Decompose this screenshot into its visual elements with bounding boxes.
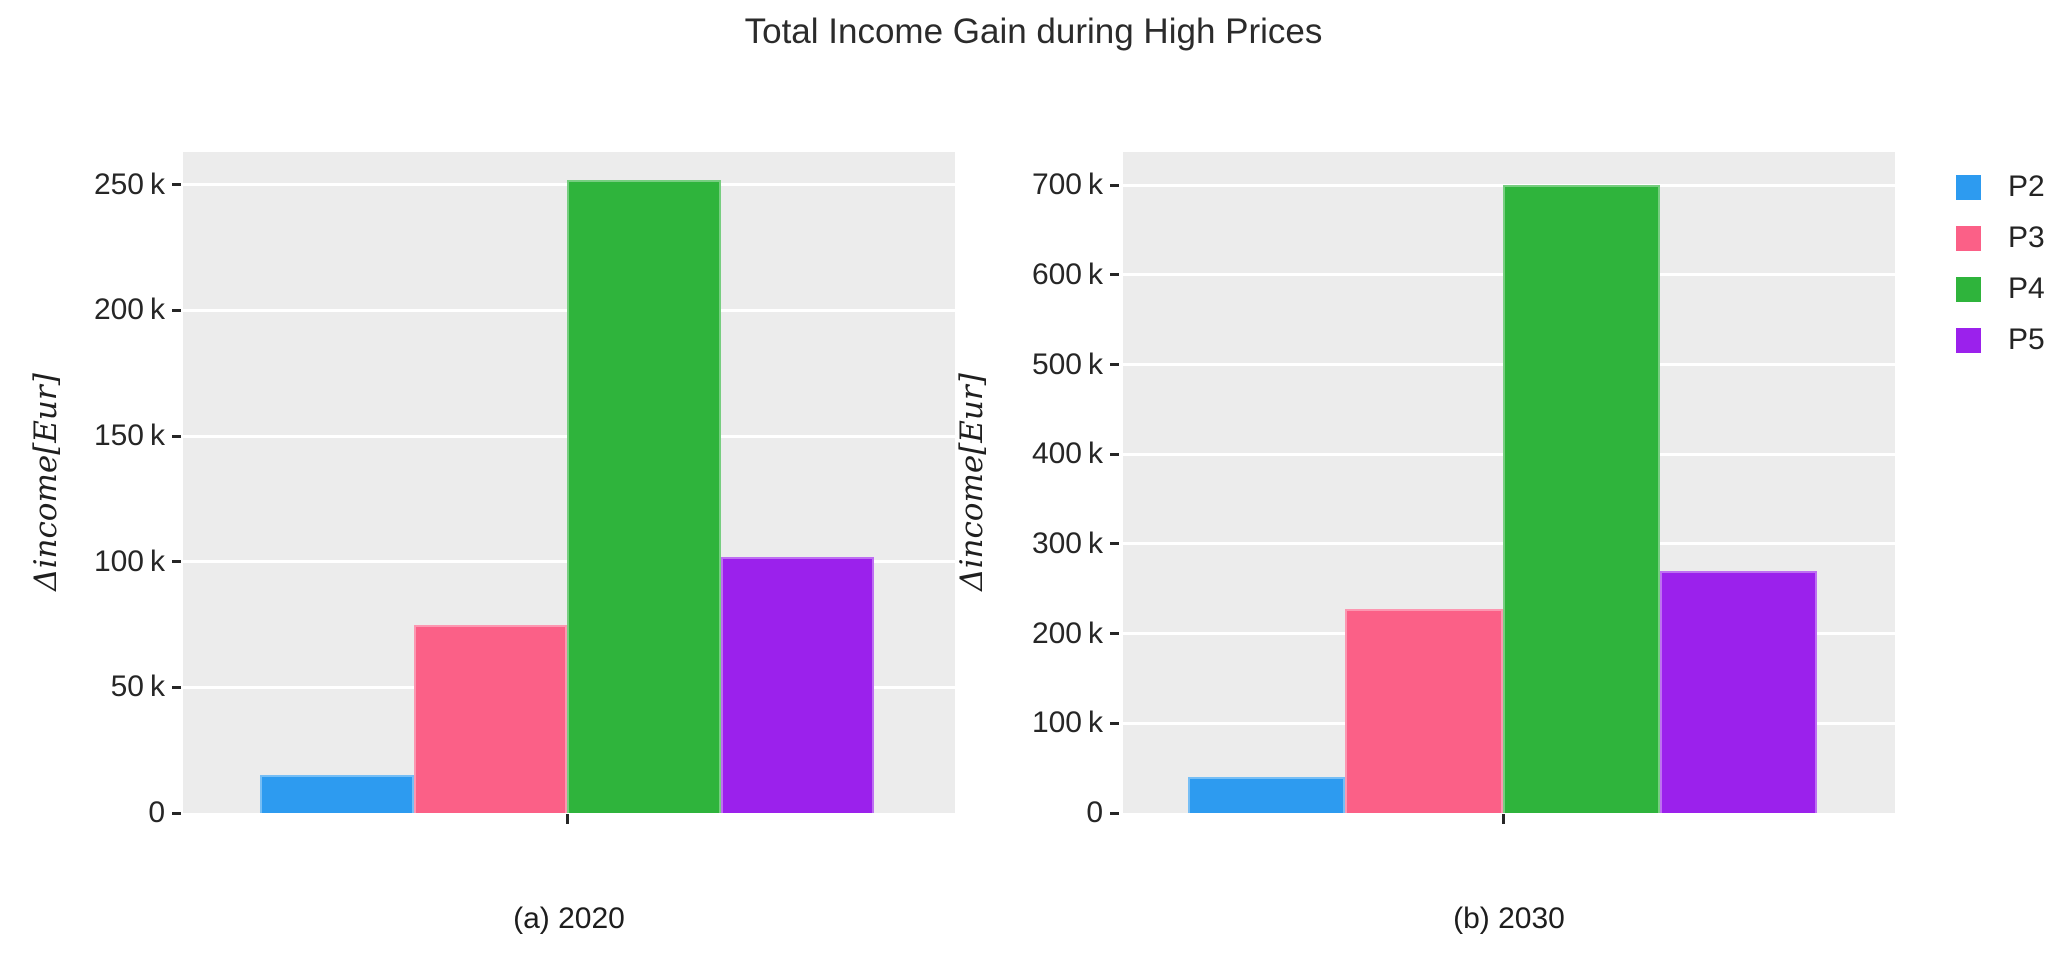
y-tick-label: 0 xyxy=(148,796,165,829)
legend-label: P5 xyxy=(2008,323,2045,356)
y-tick-label: 200 k xyxy=(1031,616,1103,650)
y-tick-mark xyxy=(172,811,181,815)
y-tick-mark xyxy=(172,434,181,438)
y-tick-label: 50 k xyxy=(110,670,165,704)
y-tick-mark xyxy=(172,308,181,312)
chart-title: Total Income Gain during High Prices xyxy=(744,12,1323,51)
y-tick-label: 500 k xyxy=(1031,347,1103,381)
bar-p5 xyxy=(1659,570,1817,813)
y-tick-label: 400 k xyxy=(1031,437,1103,471)
legend-swatch-p2 xyxy=(1956,174,1981,200)
y-tick: 600 k xyxy=(1031,257,1119,291)
legend-item-p3: P3 xyxy=(1956,223,2045,253)
caption-b: (b) 2030 xyxy=(1453,902,1565,935)
y-tick: 0 xyxy=(148,798,181,828)
y-tick-label: 0 xyxy=(1086,796,1103,829)
y-axis-b: 0 100 k 200 k 300 k 400 k 500 k 600 k 700 k xyxy=(938,152,1121,828)
x-axis-tick-b xyxy=(1502,814,1505,824)
bar-p3 xyxy=(1345,608,1503,813)
bar-group-b xyxy=(1188,152,1817,813)
legend-item-p2: P2 xyxy=(1956,172,2045,202)
y-tick-mark xyxy=(1110,632,1119,636)
y-tick-label: 150 k xyxy=(93,419,165,453)
plot-panel-b xyxy=(1123,152,1895,824)
legend-swatch-p4 xyxy=(1956,276,1981,302)
caption-a: (a) 2020 xyxy=(513,902,625,935)
y-tick: 200 k xyxy=(94,295,181,325)
y-tick: 100 k xyxy=(93,544,181,578)
bar-p2 xyxy=(260,775,414,813)
bar-p4 xyxy=(1502,185,1660,813)
legend-item-p5: P5 xyxy=(1956,325,2045,355)
y-tick-mark xyxy=(1110,273,1119,277)
y-tick-label: 200 k xyxy=(93,293,165,327)
legend-swatch-p5 xyxy=(1956,327,1981,353)
bar-p2 xyxy=(1188,777,1346,813)
bar-group-a xyxy=(260,152,874,813)
y-tick: 0 xyxy=(1086,798,1119,828)
y-tick: 100 k xyxy=(1032,708,1119,738)
y-tick-label: 100 k xyxy=(1031,706,1103,740)
legend-swatch-p3 xyxy=(1956,225,1981,251)
y-tick-mark xyxy=(1110,811,1119,815)
plot-panel-a xyxy=(183,152,955,824)
y-tick-mark xyxy=(1110,363,1119,367)
y-tick-mark xyxy=(1110,183,1119,187)
bar-p3 xyxy=(413,624,567,813)
bar-p4 xyxy=(567,179,721,813)
y-tick-label: 100 k xyxy=(93,544,165,578)
y-tick-mark xyxy=(1110,452,1119,456)
y-tick: 500 k xyxy=(1031,347,1119,381)
y-tick-label: 300 k xyxy=(1031,526,1103,560)
y-tick: 50 k xyxy=(111,672,181,702)
y-tick: 700 k xyxy=(1032,170,1119,200)
legend-item-p4: P4 xyxy=(1956,274,2045,304)
y-tick: 400 k xyxy=(1032,439,1119,469)
y-tick: 200 k xyxy=(1031,616,1119,650)
y-tick: 250 k xyxy=(93,167,181,201)
legend-label: P2 xyxy=(2008,170,2045,203)
y-tick-mark xyxy=(172,685,181,689)
bar-p5 xyxy=(720,556,874,813)
y-tick-mark xyxy=(172,183,181,187)
x-axis-tick-a xyxy=(566,814,569,824)
y-tick: 300 k xyxy=(1031,526,1119,560)
y-tick-label: 250 k xyxy=(93,167,165,201)
y-axis-a: 0 50 k 100 k 150 k 200 k 250 k xyxy=(0,152,183,828)
y-tick-mark xyxy=(1110,542,1119,546)
y-tick-mark xyxy=(1110,721,1119,725)
y-tick-label: 600 k xyxy=(1031,257,1103,291)
legend: P2 P3 P4 P5 xyxy=(1956,172,2045,376)
y-tick-mark xyxy=(172,560,181,564)
legend-label: P4 xyxy=(2008,272,2045,305)
y-tick-label: 700 k xyxy=(1031,168,1103,202)
y-tick: 150 k xyxy=(94,421,181,451)
legend-label: P3 xyxy=(2008,221,2045,254)
